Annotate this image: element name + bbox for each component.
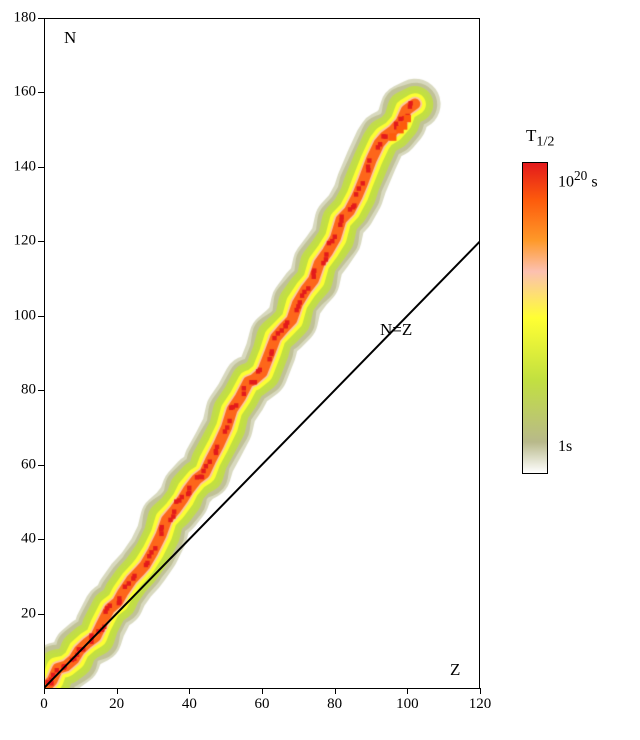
x-tick bbox=[407, 688, 408, 694]
x-axis-title: Z bbox=[450, 660, 460, 680]
y-tick-label: 60 bbox=[2, 456, 36, 473]
y-tick-label: 100 bbox=[2, 307, 36, 324]
x-tick-label: 60 bbox=[255, 696, 270, 713]
y-tick-label: 160 bbox=[2, 84, 36, 101]
y-tick-label: 40 bbox=[2, 531, 36, 548]
nz-label: N=Z bbox=[380, 320, 412, 340]
x-tick-label: 100 bbox=[396, 696, 419, 713]
colorbar-title: T1/2 bbox=[526, 126, 554, 150]
y-tick-label: 20 bbox=[2, 605, 36, 622]
x-tick bbox=[480, 688, 481, 694]
y-tick bbox=[38, 539, 44, 540]
y-tick-label: 80 bbox=[2, 382, 36, 399]
y-tick bbox=[38, 18, 44, 19]
colorbar bbox=[522, 162, 548, 474]
y-axis bbox=[44, 18, 45, 688]
x-tick bbox=[44, 688, 45, 694]
x-tick-label: 0 bbox=[40, 696, 48, 713]
x-tick bbox=[189, 688, 190, 694]
y-tick bbox=[38, 614, 44, 615]
x-tick-label: 20 bbox=[109, 696, 124, 713]
y-tick bbox=[38, 390, 44, 391]
y-tick bbox=[38, 92, 44, 93]
y-axis-title: N bbox=[64, 28, 76, 48]
x-tick-label: 120 bbox=[469, 696, 492, 713]
x-tick bbox=[262, 688, 263, 694]
y-tick-label: 140 bbox=[2, 158, 36, 175]
x-tick-label: 80 bbox=[327, 696, 342, 713]
colorbar-label: 1020 s bbox=[558, 168, 598, 191]
y-tick-label: 180 bbox=[2, 10, 36, 27]
x-tick-label: 40 bbox=[182, 696, 197, 713]
colorbar-label: 1s bbox=[558, 438, 572, 456]
x-tick bbox=[335, 688, 336, 694]
y-tick bbox=[38, 316, 44, 317]
y-tick bbox=[38, 241, 44, 242]
y-tick bbox=[38, 465, 44, 466]
nuclide-heatmap bbox=[44, 18, 480, 688]
y-tick bbox=[38, 167, 44, 168]
y-tick-label: 120 bbox=[2, 233, 36, 250]
x-tick bbox=[117, 688, 118, 694]
